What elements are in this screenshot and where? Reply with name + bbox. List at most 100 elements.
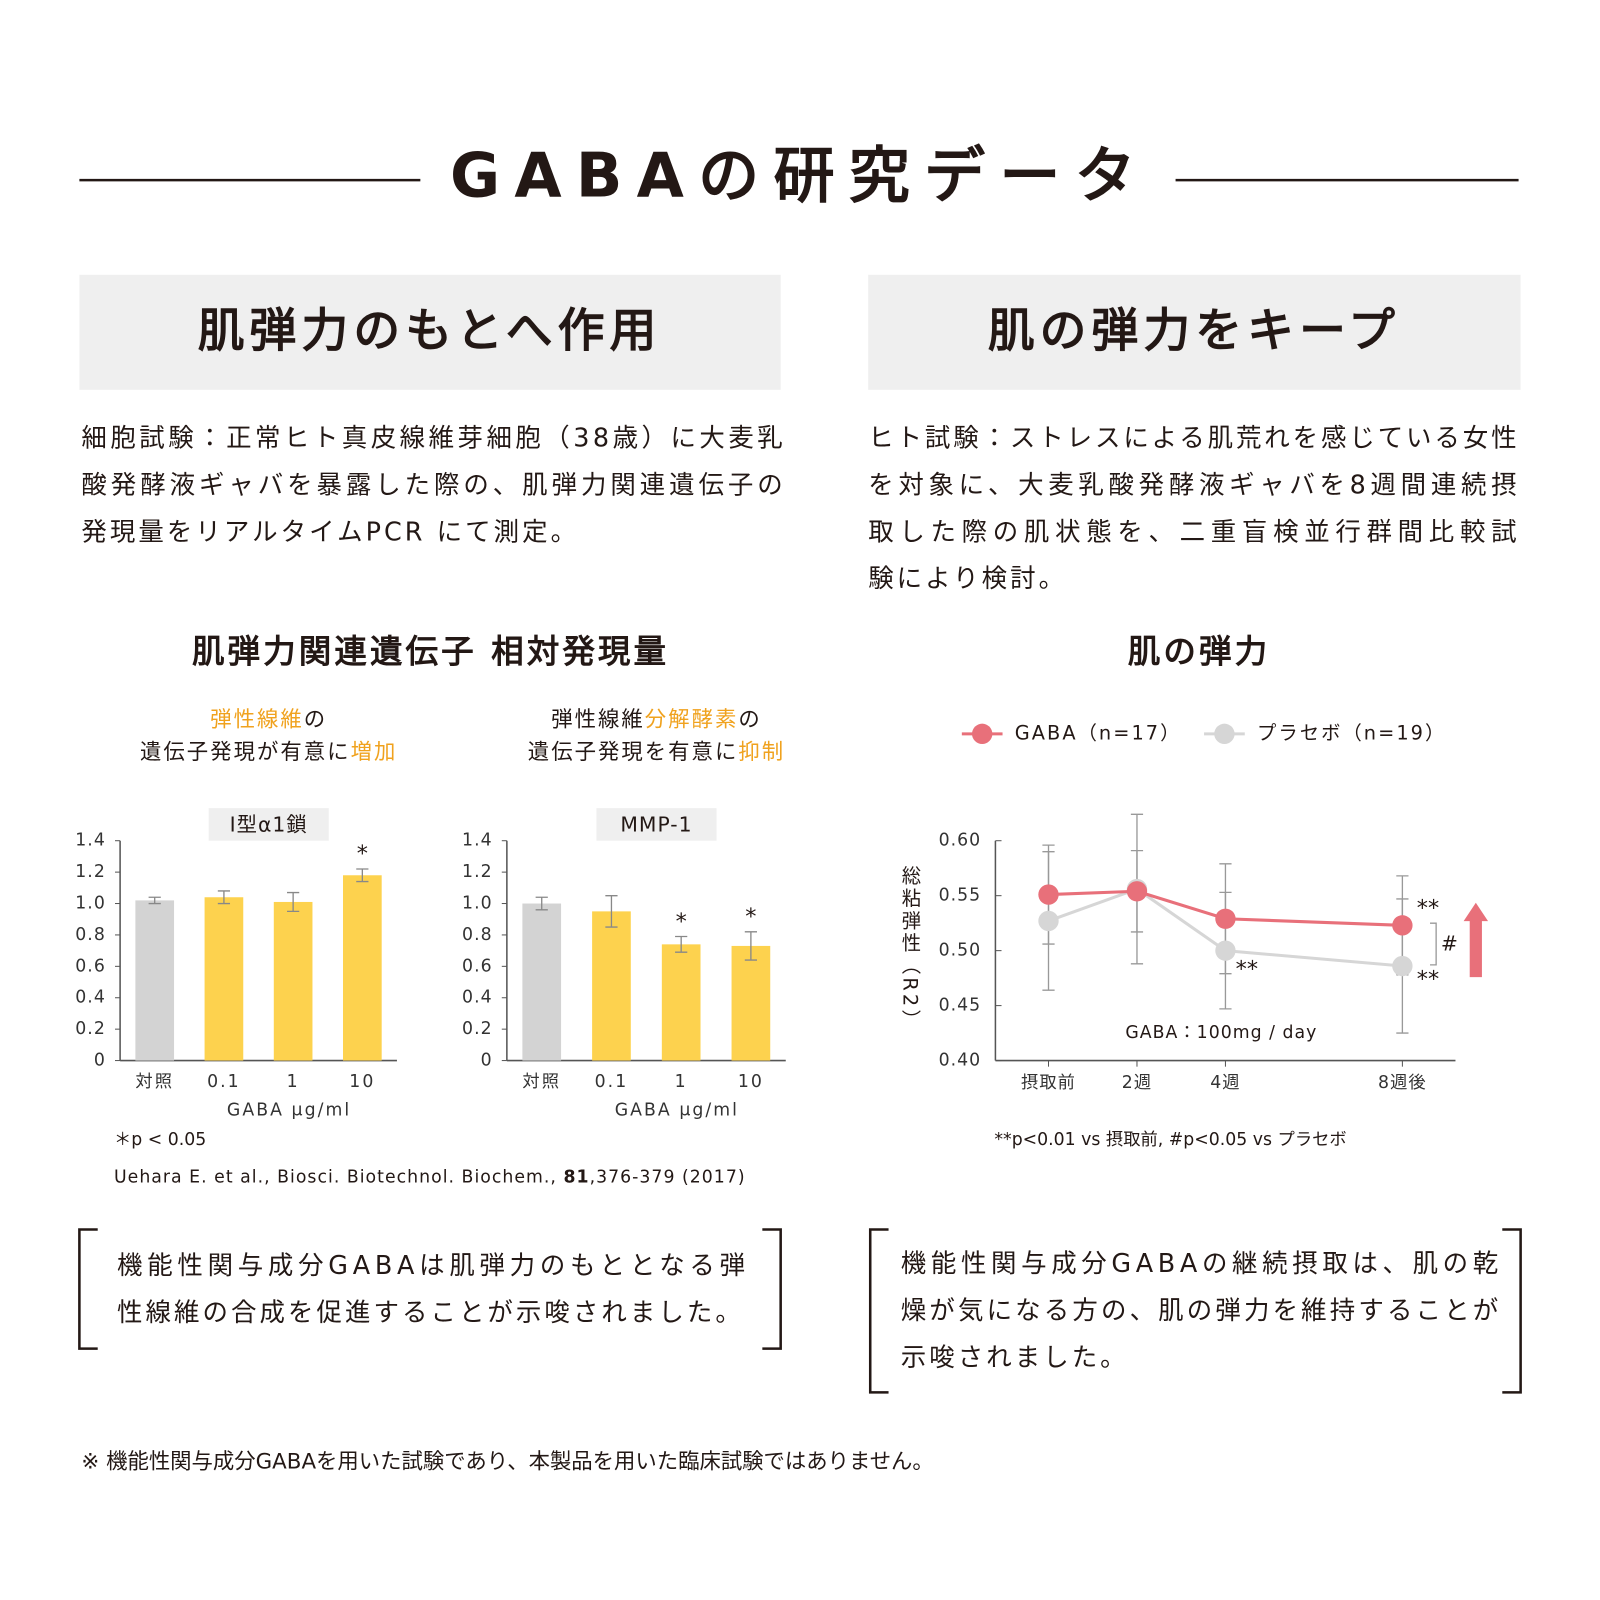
x-tick-label: 0.1 (207, 1072, 241, 1092)
x-tick-label: 対照 (135, 1072, 174, 1092)
page-title: GABAの研究データ (450, 141, 1150, 212)
y-tick-label: 0.2 (75, 1019, 106, 1039)
citation-part: 81 (563, 1168, 589, 1188)
point (1215, 908, 1236, 929)
point (1126, 881, 1148, 902)
x-tick-label: 対照 (522, 1072, 561, 1092)
citation: Uehara E. et al., Biosci. Biotechnol. Bi… (114, 1168, 746, 1188)
significance: * (676, 909, 687, 935)
paragraph-line: 発現量をリアルタイムPCR にて測定。 (81, 516, 579, 546)
bar (592, 911, 631, 1061)
error-bar (744, 931, 757, 961)
error-bar (287, 891, 300, 913)
y-tick-label: 1.2 (75, 862, 106, 882)
annotation: ** (1417, 895, 1439, 921)
chart-subtitle: 弾性線維の (210, 708, 327, 733)
significance: * (357, 841, 368, 867)
error-bar (148, 896, 161, 905)
error-bar (356, 868, 369, 883)
point (1215, 940, 1236, 961)
point (1038, 910, 1059, 932)
y-axis-label: 総粘弾性（R2） (898, 866, 921, 1032)
x-tick-label: 0.1 (595, 1072, 629, 1092)
bar (661, 944, 701, 1061)
x-tick-label: 1 (675, 1072, 688, 1092)
disclaimer: ※ 機能性関与成分GABAを用いた試験であり、本製品を用いた臨床試験ではありませ… (81, 1450, 933, 1475)
chart-subtitle: 遺伝子発現を有意に抑制 (528, 740, 785, 765)
x-axis-label: GABA μg/ml (615, 1100, 739, 1120)
y-tick-label: 0.60 (939, 831, 982, 851)
subtitle-segment: 遺伝子発現が有意に (140, 740, 351, 765)
bar (731, 945, 771, 1061)
citation-part: ,376-379 (2017) (590, 1168, 746, 1188)
x-tick-label: 10 (349, 1072, 375, 1092)
bar (343, 875, 382, 1061)
paragraph-line: を対象に、大麦乳酸発酵液ギャバを8週間連続摂 (868, 470, 1519, 500)
chart-title: 肌弾力関連遺伝子 相対発現量 (192, 632, 669, 670)
legend-marker (1214, 723, 1235, 745)
y-tick-label: 0 (94, 1051, 106, 1071)
legend-label: GABA（n=17） (1015, 721, 1182, 744)
y-tick-label: 0.45 (939, 996, 982, 1016)
bar (273, 901, 313, 1061)
paragraph-line: ヒト試験：ストレスによる肌荒れを感じている女性 (868, 423, 1519, 453)
x-axis-label: GABA μg/ml (227, 1100, 351, 1120)
paragraph-line: 性線維の合成を促進することが示唆されました。 (117, 1297, 744, 1327)
y-tick-label: 0.8 (462, 925, 493, 945)
paragraph-line: 験により検討。 (868, 563, 1067, 593)
subtitle-segment: の (738, 708, 761, 733)
annotation: GABA：100mg / day (1125, 1023, 1317, 1043)
bracket (868, 1228, 1522, 1394)
subtitle-segment: 増加 (351, 740, 398, 765)
subtitle-segment: の (304, 708, 327, 733)
y-tick-label: 0.6 (462, 956, 493, 976)
error-bar (535, 896, 548, 911)
bar (135, 900, 175, 1061)
y-tick-label: 0.6 (75, 956, 106, 976)
paragraph-line: 機能性関与成分GABAは肌弾力のもととなる弾 (117, 1250, 748, 1280)
x-tick-label: 2週 (1122, 1073, 1152, 1093)
label-box (208, 808, 329, 841)
series-line (1047, 887, 1403, 968)
paragraph-line: 取した際の肌状態を、二重盲検並行群間比較試 (868, 516, 1519, 546)
y-tick-label: 0 (481, 1051, 493, 1071)
error-bar (605, 895, 618, 928)
chart-label: I型α1鎖 (230, 812, 308, 836)
bar (522, 903, 562, 1061)
heading-box (79, 274, 781, 390)
paragraph-line: 酸発酵液ギャバを暴露した際の、肌弾力関連遺伝子の (81, 470, 785, 500)
section-heading: 肌弾力のもとへ作用 (198, 304, 662, 358)
y-tick-label: 0.50 (939, 941, 982, 961)
y-tick-label: 0.2 (462, 1019, 493, 1039)
label-box (596, 808, 717, 841)
chart-subtitle: 弾性線維分解酵素の (551, 708, 762, 733)
y-tick-label: 1.4 (75, 831, 106, 851)
chart-title: 肌の弾力 (1128, 632, 1270, 670)
heading-box (868, 274, 1521, 390)
y-tick-label: 0.40 (939, 1051, 982, 1071)
annotation: ** (1236, 956, 1258, 982)
x-tick-label: 摂取前 (1021, 1073, 1076, 1093)
citation-part: Uehara E. et al., Biosci. Biotechnol. Bi… (114, 1168, 563, 1188)
x-tick-label: 10 (738, 1072, 764, 1092)
paragraph-line: 燥が気になる方の、肌の弾力を維持することが (901, 1295, 1502, 1325)
point (1038, 884, 1059, 905)
y-tick-label: 1.4 (462, 831, 493, 851)
bracket (1430, 922, 1437, 966)
subtitle-segment: 弾性線維 (551, 708, 645, 733)
chart-label: MMP-1 (620, 812, 692, 836)
subtitle-segment: 遺伝子発現を有意に (528, 740, 739, 765)
point (1392, 915, 1413, 936)
y-tick-label: 1.0 (462, 894, 493, 914)
annotation: ** (1417, 967, 1439, 993)
bracket (78, 1228, 782, 1350)
annotation: # (1441, 932, 1458, 956)
x-tick-label: 8週後 (1378, 1073, 1427, 1093)
arrow (1463, 902, 1489, 978)
error-bar (675, 935, 688, 953)
paragraph-line: 細胞試験：正常ヒト真皮線維芽細胞（38歳）に大麦乳 (81, 423, 785, 453)
significance: * (745, 904, 756, 930)
y-tick-label: 0.4 (462, 988, 493, 1008)
